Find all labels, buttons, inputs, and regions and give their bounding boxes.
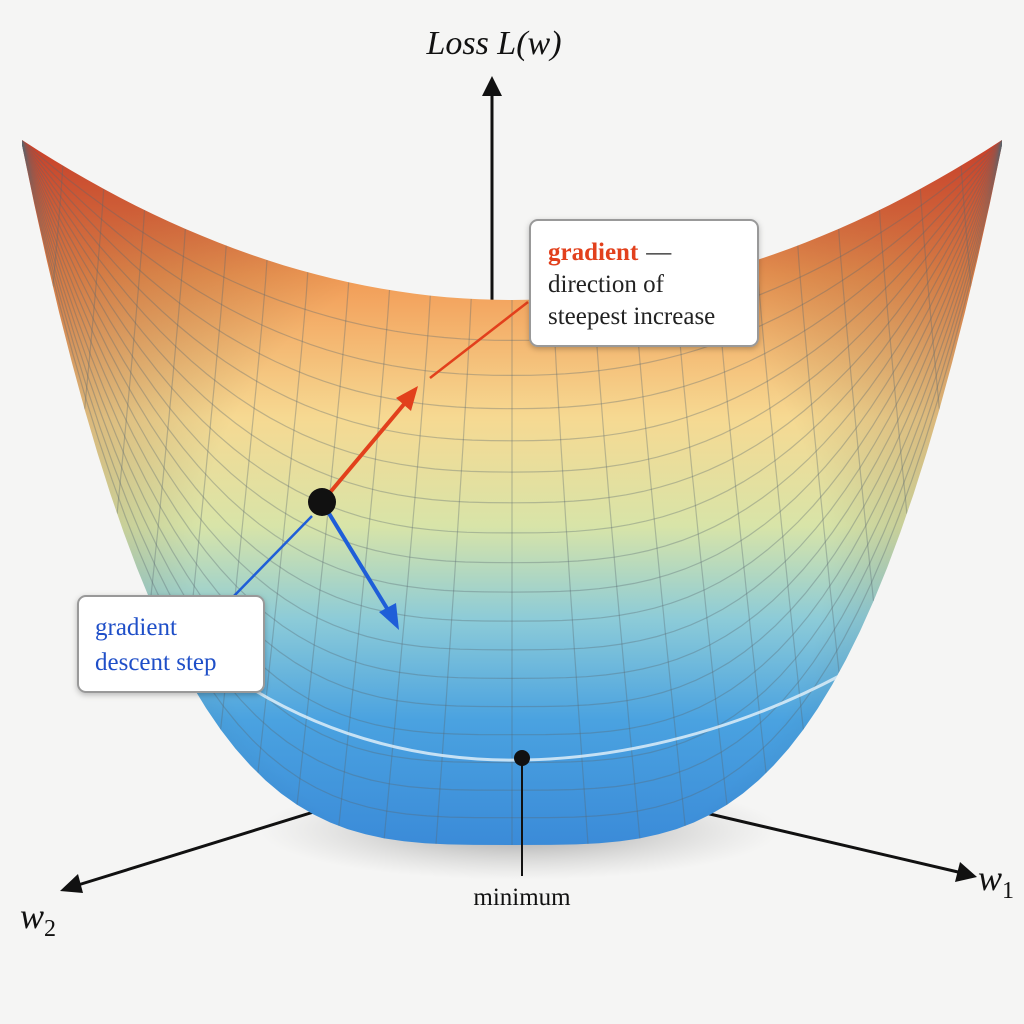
w2-subscript: 2 [44, 916, 56, 942]
loss-axis-label: Loss L(w) [425, 25, 561, 62]
grid-curve [22, 140, 1002, 442]
grid-curve [797, 245, 840, 673]
w1-label: w1 [978, 858, 1014, 904]
grid-curve [22, 143, 1002, 680]
grid-curve [22, 144, 1002, 791]
w1-subscript: 1 [1002, 878, 1014, 904]
grid-curve [756, 259, 804, 730]
grid-curve [715, 272, 767, 774]
grid-curve [22, 141, 1002, 534]
descent-leader [231, 515, 313, 599]
w1-symbol: w [978, 858, 1002, 898]
grid-curve [22, 140, 1002, 342]
descent-arrow [320, 500, 390, 612]
w2-axis-head [60, 874, 83, 893]
gradient-callout-box [529, 219, 759, 347]
grid-curve [552, 298, 589, 844]
grid-curve [84, 188, 105, 410]
grid-curve [960, 165, 972, 287]
descent-arrow-head [379, 603, 399, 630]
grid-curve [296, 282, 350, 805]
descent-callout-line: descent step [95, 649, 216, 676]
grid-curve [116, 209, 146, 514]
grid-curve [22, 142, 1002, 593]
grid-curve [633, 289, 686, 827]
grid-curve [22, 143, 1002, 651]
grid-curve [22, 140, 1002, 410]
grid-curve [22, 143, 1002, 708]
grid-curve [593, 295, 641, 839]
current-point [308, 488, 336, 516]
gradient-arrow [320, 401, 407, 504]
surface-grid [22, 140, 1002, 845]
grid-curve [22, 143, 1002, 736]
grid-curve [22, 142, 1002, 564]
grid-curve [22, 141, 1002, 504]
gradient-arrow-head [396, 386, 418, 411]
grid-curve [878, 209, 908, 514]
descent-callout-box [77, 595, 265, 693]
grid-curve [22, 144, 1002, 819]
minimum-point [514, 750, 530, 766]
gradient-callout-line: direction of [548, 271, 665, 298]
grid-curve [22, 144, 1002, 764]
grid-curve [435, 298, 472, 844]
grid-curve [149, 228, 186, 602]
grid-curve [338, 289, 391, 827]
gradient-leader [429, 301, 529, 379]
grid-curve [919, 188, 940, 410]
w1-axis-head [955, 862, 977, 882]
w2-label: w2 [20, 896, 56, 942]
grid-curve [838, 228, 875, 602]
descent-callout-line: gradient [95, 614, 177, 641]
grid-curve [22, 141, 1002, 473]
gradient-callout-title: gradient — [548, 239, 672, 266]
minimum-label: minimum [473, 884, 571, 911]
w2-symbol: w [20, 896, 44, 936]
grid-curve [22, 142, 1002, 622]
grid-curve [52, 165, 64, 287]
loss-surface [22, 140, 1002, 845]
gradient-separator: — [645, 239, 672, 266]
grid-curve [22, 140, 1002, 377]
loss-axis-head [482, 76, 502, 96]
gradient-callout-line: steepest increase [548, 303, 715, 330]
gradient-term: gradient [548, 239, 639, 266]
grid-curve [383, 295, 431, 839]
